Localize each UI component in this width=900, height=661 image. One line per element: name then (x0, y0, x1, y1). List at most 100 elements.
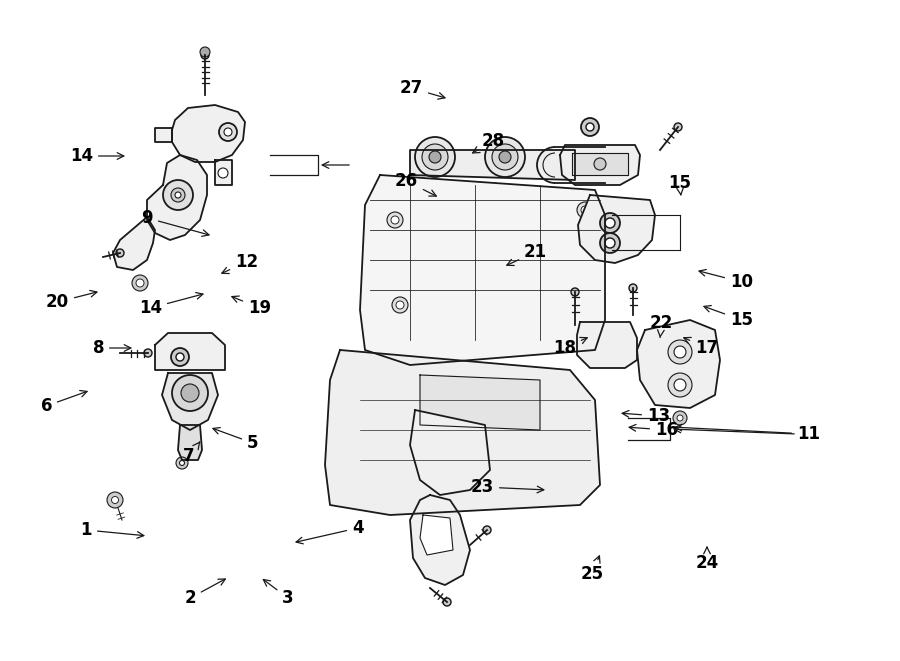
Circle shape (594, 158, 606, 170)
Circle shape (171, 188, 185, 202)
Circle shape (176, 457, 188, 469)
Text: 2: 2 (184, 579, 225, 607)
Circle shape (200, 47, 210, 57)
Text: 15: 15 (704, 305, 753, 329)
Text: 17: 17 (684, 337, 718, 357)
Text: 28: 28 (472, 132, 505, 153)
Circle shape (581, 118, 599, 136)
Circle shape (144, 349, 152, 357)
Text: 27: 27 (400, 79, 445, 99)
Circle shape (415, 137, 455, 177)
Circle shape (116, 249, 124, 257)
Text: 22: 22 (650, 314, 673, 338)
Polygon shape (420, 515, 453, 555)
Circle shape (387, 212, 403, 228)
Circle shape (492, 144, 518, 170)
Circle shape (605, 218, 615, 228)
Text: 12: 12 (221, 253, 258, 274)
Text: 8: 8 (93, 339, 130, 357)
Circle shape (175, 192, 181, 198)
Text: 18: 18 (553, 337, 587, 357)
Circle shape (171, 348, 189, 366)
Text: 23: 23 (471, 478, 544, 496)
Polygon shape (172, 105, 245, 162)
Circle shape (218, 168, 228, 178)
Circle shape (629, 284, 637, 292)
Circle shape (443, 598, 451, 606)
Text: 15: 15 (668, 174, 691, 195)
Text: 6: 6 (40, 391, 87, 415)
Circle shape (586, 123, 594, 131)
Polygon shape (637, 320, 720, 408)
Text: 21: 21 (507, 243, 547, 266)
Circle shape (605, 238, 615, 248)
Circle shape (499, 151, 511, 163)
Circle shape (219, 123, 237, 141)
Text: 14: 14 (139, 293, 203, 317)
Polygon shape (410, 150, 575, 180)
Text: 1: 1 (80, 521, 144, 539)
Circle shape (668, 340, 692, 364)
Circle shape (673, 411, 687, 425)
Circle shape (176, 353, 184, 361)
Circle shape (429, 151, 441, 163)
Circle shape (668, 373, 692, 397)
Polygon shape (155, 333, 225, 370)
Polygon shape (215, 160, 232, 185)
Polygon shape (578, 195, 655, 263)
Circle shape (577, 202, 593, 218)
Circle shape (392, 297, 408, 313)
Polygon shape (577, 322, 637, 368)
Circle shape (201, 51, 209, 59)
Text: 24: 24 (696, 547, 718, 572)
Circle shape (600, 213, 620, 233)
Circle shape (181, 384, 199, 402)
Text: 9: 9 (141, 209, 209, 237)
Circle shape (674, 346, 686, 358)
Circle shape (179, 461, 184, 465)
Text: 4: 4 (296, 519, 364, 544)
Polygon shape (560, 145, 640, 185)
Text: 10: 10 (699, 270, 753, 291)
Circle shape (483, 526, 491, 534)
Circle shape (581, 206, 589, 214)
Text: 5: 5 (213, 428, 258, 452)
Circle shape (422, 144, 448, 170)
Circle shape (396, 301, 404, 309)
Circle shape (112, 496, 119, 504)
Circle shape (674, 123, 682, 131)
Text: 7: 7 (184, 442, 200, 465)
Circle shape (224, 128, 232, 136)
Circle shape (163, 180, 193, 210)
Text: 16: 16 (629, 421, 678, 439)
Text: 25: 25 (580, 556, 604, 583)
Circle shape (677, 415, 683, 421)
Polygon shape (178, 425, 202, 460)
Text: 11: 11 (675, 424, 820, 443)
Circle shape (172, 375, 208, 411)
Text: 14: 14 (70, 147, 124, 165)
Circle shape (571, 288, 579, 296)
Polygon shape (162, 373, 218, 430)
Polygon shape (410, 410, 490, 495)
Circle shape (674, 379, 686, 391)
Text: 20: 20 (46, 290, 97, 311)
Circle shape (485, 137, 525, 177)
Polygon shape (113, 217, 155, 270)
Polygon shape (360, 175, 605, 365)
Circle shape (136, 279, 144, 287)
Text: 26: 26 (395, 172, 436, 196)
Text: 19: 19 (232, 296, 271, 317)
Polygon shape (147, 155, 207, 240)
Circle shape (132, 275, 148, 291)
Polygon shape (325, 350, 600, 515)
Polygon shape (155, 128, 172, 142)
Text: 3: 3 (264, 580, 293, 607)
Polygon shape (420, 375, 540, 430)
Text: 13: 13 (622, 407, 670, 425)
Circle shape (600, 233, 620, 253)
Polygon shape (572, 153, 628, 175)
Circle shape (107, 492, 123, 508)
Polygon shape (410, 495, 470, 585)
Circle shape (391, 216, 399, 224)
